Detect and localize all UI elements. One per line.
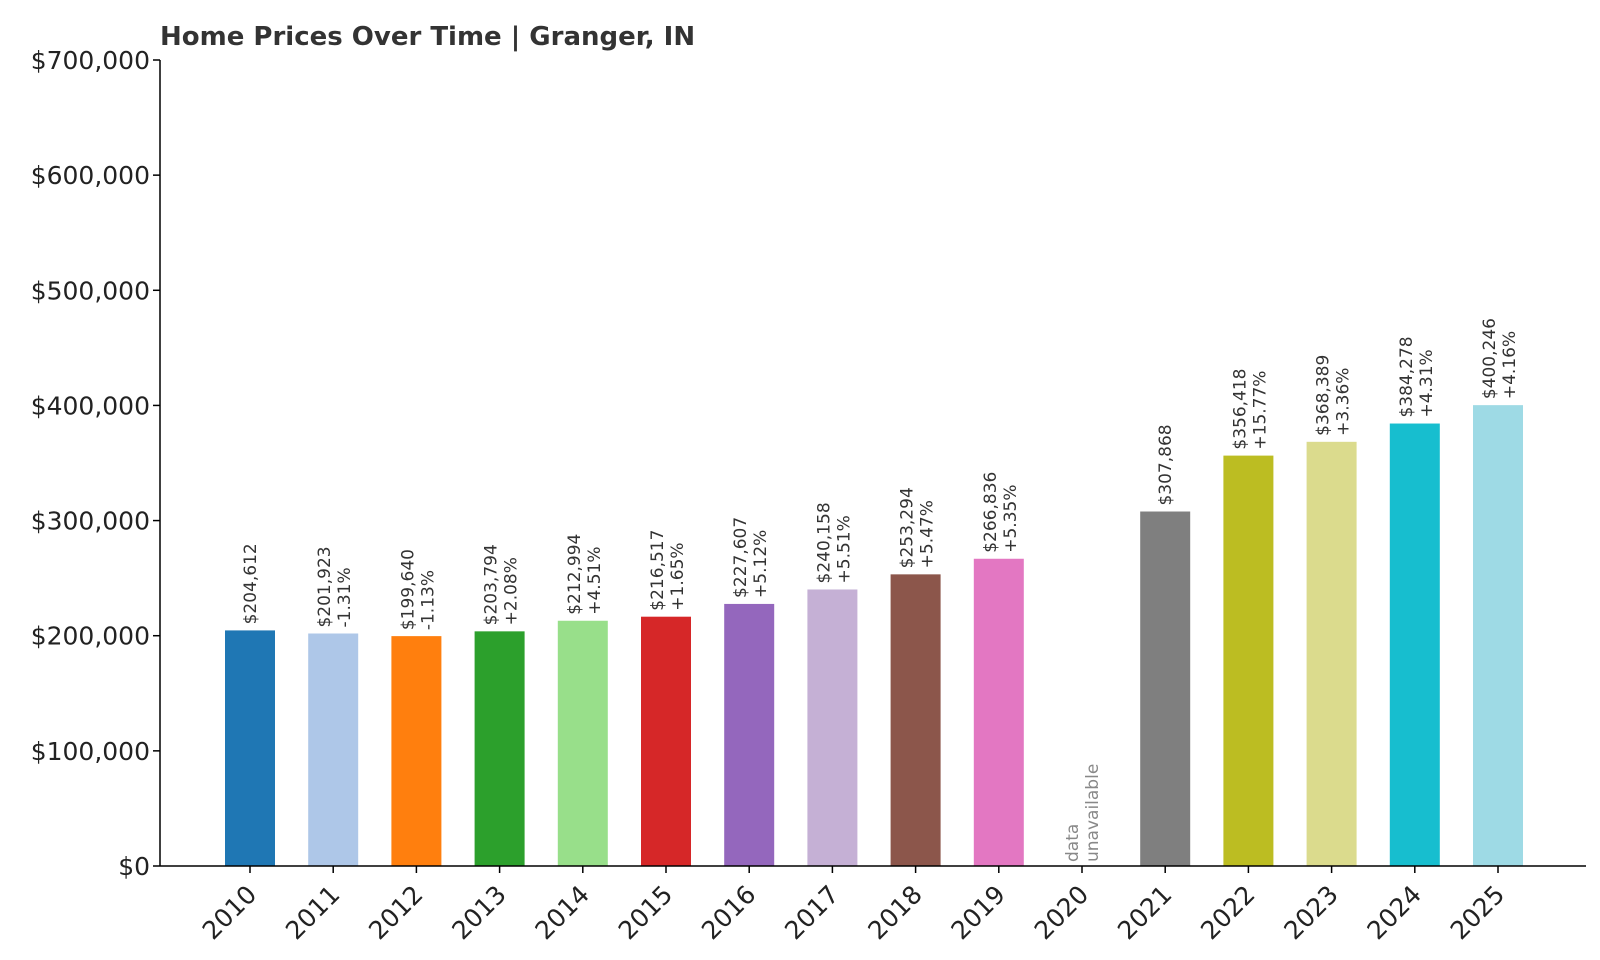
x-tick-label: 2021 <box>1112 880 1177 945</box>
change-label: +2.08% <box>502 557 522 625</box>
x-tick-label: 2011 <box>280 880 345 945</box>
x-tick-label: 2014 <box>530 880 595 945</box>
x-tick-label: 2022 <box>1195 880 1260 945</box>
y-tick-label: $600,000 <box>31 161 150 190</box>
value-label: $384,278 <box>1397 336 1417 417</box>
bar-2022 <box>1223 455 1274 866</box>
value-label: $253,294 <box>898 487 918 568</box>
data-labels-group: $204,612 $201,923-1.31% $199,640-1.13% $203… <box>241 318 1520 862</box>
x-tick-label: 2017 <box>779 880 844 945</box>
x-tick-label: 2010 <box>197 880 262 945</box>
value-label: $356,418 <box>1230 368 1250 449</box>
change-label: +5.47% <box>918 500 938 568</box>
data-label: $400,246+4.16% <box>1480 318 1520 399</box>
y-tick-label: $0 <box>118 852 150 881</box>
data-label: $266,836+5.35% <box>981 472 1021 553</box>
value-label: $203,794 <box>482 544 502 625</box>
y-tick-label: $500,000 <box>31 276 150 305</box>
change-label: -1.31% <box>335 567 355 627</box>
data-label: $204,612 <box>241 543 261 624</box>
bar-2018 <box>890 574 941 866</box>
value-label: $201,923 <box>315 546 335 627</box>
bar-2014 <box>557 620 608 866</box>
value-label: $240,158 <box>814 502 834 583</box>
bar-2012 <box>391 636 442 866</box>
bars-group <box>225 405 1523 866</box>
x-tick-label: 2012 <box>363 880 428 945</box>
change-label: +4.31% <box>1417 349 1437 417</box>
bar-2021 <box>1140 511 1191 866</box>
data-label: $201,923-1.31% <box>315 546 355 627</box>
value-label: $199,640 <box>398 549 418 630</box>
x-tick-label: 2020 <box>1029 880 1094 945</box>
bar-2011 <box>308 633 359 866</box>
x-tick-label: 2015 <box>613 880 678 945</box>
data-label: $356,418+15.77% <box>1230 368 1270 449</box>
bar-2016 <box>724 603 775 866</box>
x-tick-label: 2023 <box>1278 880 1343 945</box>
change-label: +5.51% <box>834 515 854 583</box>
bar-2019 <box>973 558 1024 866</box>
value-label: $204,612 <box>241 543 261 624</box>
data-label: $227,607+5.12% <box>731 517 771 598</box>
change-label: +1.65% <box>668 542 688 610</box>
change-label: +3.36% <box>1334 368 1354 436</box>
y-tick-label: $300,000 <box>31 507 150 536</box>
bar-2025 <box>1473 405 1523 866</box>
data-label: $253,294+5.47% <box>898 487 938 568</box>
change-label: +5.12% <box>751 530 771 598</box>
bar-2024 <box>1389 423 1440 866</box>
missing-data-label: dataunavailable <box>1063 764 1103 862</box>
bar-2023 <box>1306 441 1357 866</box>
x-axis: 2010 2011 2012 2013 2014 2015 2016 2017 2018 2019… <box>197 866 1510 945</box>
change-label: +15.77% <box>1250 371 1270 450</box>
data-label: $199,640-1.13% <box>398 549 438 630</box>
missing-data-line: data <box>1063 824 1083 862</box>
change-label: -1.13% <box>418 570 438 630</box>
change-label: +4.51% <box>585 547 605 615</box>
data-label: $384,278+4.31% <box>1397 336 1437 417</box>
y-axis: $0 $100,000 $200,000 $300,000 $400,000 $500,0… <box>31 46 160 881</box>
x-tick-label: 2018 <box>862 880 927 945</box>
bar-2010 <box>225 630 275 866</box>
chart-title: Home Prices Over Time | Granger, IN <box>160 22 695 52</box>
value-label: $400,246 <box>1480 318 1500 399</box>
value-label: $266,836 <box>981 472 1001 553</box>
y-tick-label: $200,000 <box>31 622 150 651</box>
data-label: $307,868 <box>1156 424 1176 505</box>
y-tick-label: $400,000 <box>31 391 150 420</box>
y-tick-label: $100,000 <box>31 737 150 766</box>
change-label: +5.35% <box>1001 485 1021 553</box>
x-tick-label: 2013 <box>446 880 511 945</box>
data-label: $216,517+1.65% <box>648 530 688 611</box>
y-tick-label: $700,000 <box>31 46 150 75</box>
value-label: $368,389 <box>1314 355 1334 436</box>
bar-2013 <box>474 631 525 866</box>
x-tick-label: 2025 <box>1445 880 1510 945</box>
bar-2015 <box>641 616 691 866</box>
value-label: $227,607 <box>731 517 751 598</box>
value-label: $216,517 <box>648 530 668 611</box>
data-label: $203,794+2.08% <box>482 544 522 625</box>
bar-2017 <box>807 589 858 866</box>
x-tick-label: 2019 <box>946 880 1011 945</box>
data-label: $212,994+4.51% <box>565 534 605 615</box>
value-label: $212,994 <box>565 534 585 615</box>
change-label: +4.16% <box>1500 331 1520 399</box>
missing-data-line: unavailable <box>1083 764 1103 862</box>
x-tick-label: 2024 <box>1362 880 1427 945</box>
data-label: $240,158+5.51% <box>814 502 854 583</box>
x-tick-label: 2016 <box>696 880 761 945</box>
data-label: $368,389+3.36% <box>1314 355 1354 436</box>
value-label: $307,868 <box>1156 424 1176 505</box>
